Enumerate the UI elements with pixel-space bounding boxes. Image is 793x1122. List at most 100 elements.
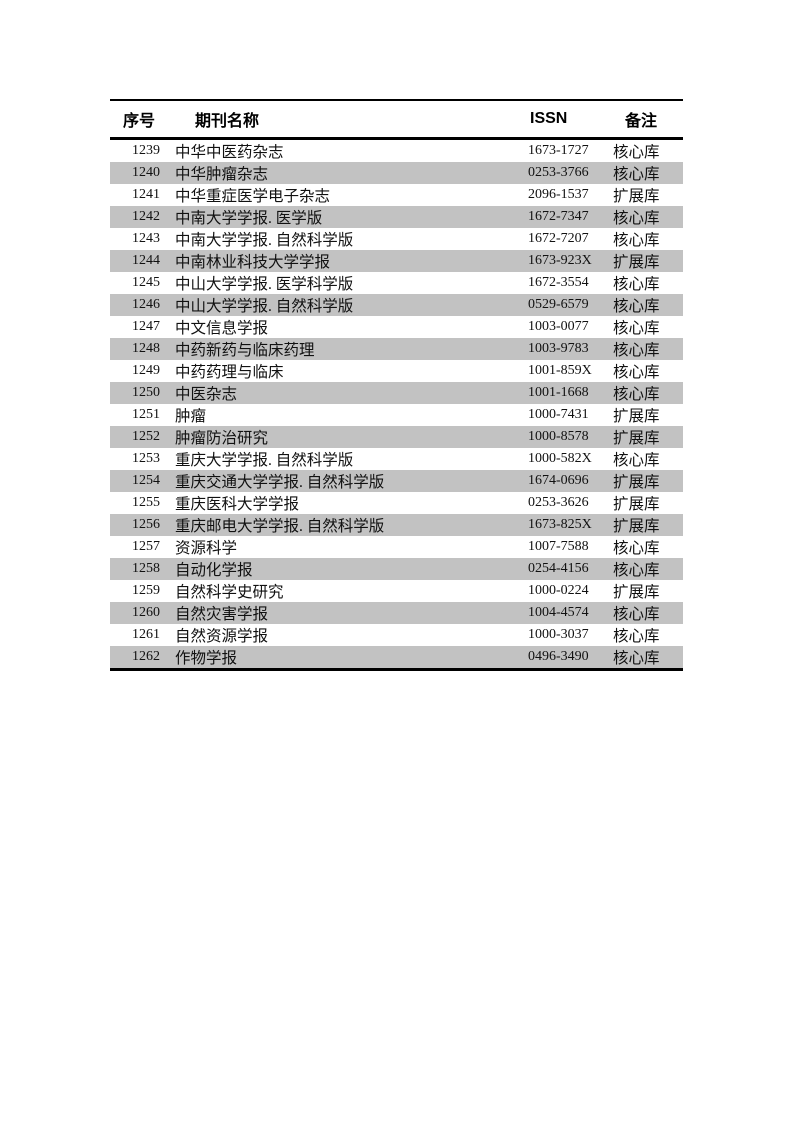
- cell-journal-name: 中华肿瘤杂志: [175, 166, 269, 183]
- cell-serial-number: 1244: [132, 253, 160, 268]
- cell-issn: 1000-3037: [528, 627, 589, 642]
- cell-note: 扩展库: [613, 254, 660, 271]
- cell-journal-name: 肿瘤防治研究: [175, 430, 269, 447]
- cell-note: 核心库: [613, 276, 660, 293]
- cell-note: 扩展库: [613, 430, 660, 447]
- cell-serial-number: 1245: [132, 275, 160, 290]
- journal-row: 1239 中华中医药杂志 1673-1727 核心库: [110, 139, 683, 163]
- cell-serial-number: 1253: [132, 451, 160, 466]
- journal-row: 1245 中山大学学报. 医学科学版 1672-3554 核心库: [110, 272, 683, 294]
- cell-serial-number: 1252: [132, 429, 160, 444]
- cell-serial-number: 1240: [132, 165, 160, 180]
- cell-note: 核心库: [613, 210, 660, 227]
- cell-serial-number: 1242: [132, 209, 160, 224]
- cell-serial-number: 1249: [132, 363, 160, 378]
- journal-row: 1260 自然灾害学报 1004-4574 核心库: [110, 602, 683, 624]
- cell-journal-name: 资源科学: [175, 540, 238, 557]
- cell-journal-name: 中华重症医学电子杂志: [175, 188, 331, 205]
- column-header-issn: ISSN: [530, 110, 568, 127]
- cell-serial-number: 1260: [132, 605, 160, 620]
- cell-serial-number: 1254: [132, 473, 160, 488]
- cell-issn: 1003-0077: [528, 319, 589, 334]
- cell-note: 核心库: [613, 650, 660, 667]
- cell-note: 扩展库: [613, 408, 660, 425]
- cell-journal-name: 肿瘤: [175, 408, 207, 425]
- cell-issn: 1001-1668: [528, 385, 589, 400]
- journal-row: 1249 中药药理与临床 1001-859X 核心库: [110, 360, 683, 382]
- cell-issn: 1672-7207: [528, 231, 589, 246]
- cell-note: 核心库: [613, 606, 660, 623]
- cell-note: 核心库: [613, 364, 660, 381]
- cell-serial-number: 1261: [132, 627, 160, 642]
- cell-note: 核心库: [613, 628, 660, 645]
- cell-issn: 1004-4574: [528, 605, 589, 620]
- journal-row: 1257 资源科学 1007-7588 核心库: [110, 536, 683, 558]
- cell-serial-number: 1241: [132, 187, 160, 202]
- cell-journal-name: 重庆交通大学学报. 自然科学版: [175, 474, 385, 491]
- journal-row: 1252 肿瘤防治研究 1000-8578 扩展库: [110, 426, 683, 448]
- table-header-row: 序号 期刊名称 ISSN 备注: [110, 100, 683, 139]
- cell-issn: 1672-7347: [528, 209, 589, 224]
- cell-serial-number: 1251: [132, 407, 160, 422]
- cell-note: 核心库: [613, 342, 660, 359]
- cell-journal-name: 自然科学史研究: [175, 584, 284, 601]
- cell-journal-name: 中南大学学报. 自然科学版: [175, 232, 354, 249]
- cell-serial-number: 1257: [132, 539, 160, 554]
- journal-row: 1255 重庆医科大学学报 0253-3626 扩展库: [110, 492, 683, 514]
- journal-row: 1251 肿瘤 1000-7431 扩展库: [110, 404, 683, 426]
- cell-journal-name: 中药新药与临床药理: [175, 342, 315, 359]
- cell-issn: 0254-4156: [528, 561, 589, 576]
- column-header-serial: 序号: [122, 113, 155, 130]
- cell-journal-name: 中山大学学报. 自然科学版: [175, 298, 354, 315]
- journal-row: 1256 重庆邮电大学学报. 自然科学版 1673-825X 扩展库: [110, 514, 683, 536]
- cell-journal-name: 自然灾害学报: [175, 606, 269, 623]
- cell-journal-name: 中医杂志: [175, 386, 238, 403]
- cell-note: 核心库: [613, 540, 660, 557]
- table-head: 序号 期刊名称 ISSN 备注: [110, 100, 683, 139]
- cell-journal-name: 中南大学学报. 医学版: [175, 210, 323, 227]
- cell-note: 扩展库: [613, 496, 660, 513]
- cell-issn: 0529-6579: [528, 297, 589, 312]
- cell-issn: 1672-3554: [528, 275, 589, 290]
- cell-serial-number: 1256: [132, 517, 160, 532]
- journal-row: 1246 中山大学学报. 自然科学版 0529-6579 核心库: [110, 294, 683, 316]
- journal-row: 1258 自动化学报 0254-4156 核心库: [110, 558, 683, 580]
- cell-serial-number: 1239: [132, 143, 160, 158]
- column-header-journal-name: 期刊名称: [195, 113, 260, 130]
- cell-note: 核心库: [613, 166, 660, 183]
- cell-note: 核心库: [613, 298, 660, 315]
- journal-row: 1261 自然资源学报 1000-3037 核心库: [110, 624, 683, 646]
- journal-row: 1250 中医杂志 1001-1668 核心库: [110, 382, 683, 404]
- cell-note: 核心库: [613, 144, 660, 161]
- cell-issn: 1000-0224: [528, 583, 589, 598]
- cell-issn: 2096-1537: [528, 187, 589, 202]
- column-header-note: 备注: [625, 113, 658, 130]
- journal-row: 1241 中华重症医学电子杂志 2096-1537 扩展库: [110, 184, 683, 206]
- cell-journal-name: 自动化学报: [175, 562, 253, 579]
- cell-serial-number: 1255: [132, 495, 160, 510]
- cell-note: 核心库: [613, 320, 660, 337]
- journal-row: 1262 作物学报 0496-3490 核心库: [110, 646, 683, 670]
- cell-issn: 1000-8578: [528, 429, 589, 444]
- cell-serial-number: 1259: [132, 583, 160, 598]
- cell-issn: 1673-923X: [528, 253, 592, 268]
- journal-row: 1242 中南大学学报. 医学版 1672-7347 核心库: [110, 206, 683, 228]
- cell-issn: 0496-3490: [528, 649, 589, 664]
- cell-serial-number: 1258: [132, 561, 160, 576]
- journal-row: 1254 重庆交通大学学报. 自然科学版 1674-0696 扩展库: [110, 470, 683, 492]
- cell-journal-name: 中山大学学报. 医学科学版: [175, 276, 354, 293]
- cell-journal-name: 中药药理与临床: [175, 364, 284, 381]
- cell-issn: 1673-1727: [528, 143, 589, 158]
- cell-journal-name: 中文信息学报: [175, 320, 269, 337]
- journal-row: 1248 中药新药与临床药理 1003-9783 核心库: [110, 338, 683, 360]
- cell-serial-number: 1250: [132, 385, 160, 400]
- journal-row: 1259 自然科学史研究 1000-0224 扩展库: [110, 580, 683, 602]
- cell-note: 核心库: [613, 562, 660, 579]
- cell-issn: 1003-9783: [528, 341, 589, 356]
- cell-issn: 1000-7431: [528, 407, 589, 422]
- cell-issn: 1001-859X: [528, 363, 592, 378]
- cell-journal-name: 重庆医科大学学报: [175, 496, 300, 513]
- cell-issn: 1673-825X: [528, 517, 592, 532]
- cell-journal-name: 中华中医药杂志: [175, 144, 284, 161]
